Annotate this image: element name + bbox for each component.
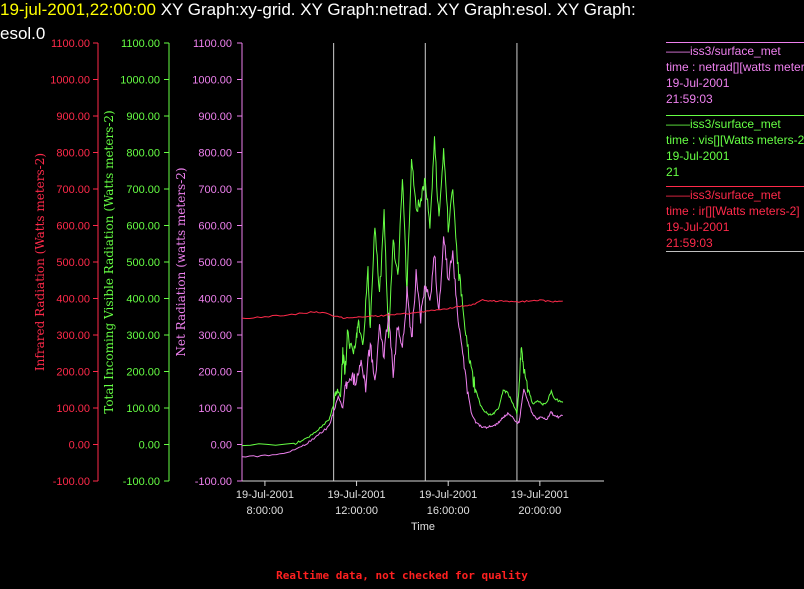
y-axis-2-tick-label-2: 100.00: [198, 403, 232, 415]
y-axis-2-tick-label-4: 300.00: [198, 330, 232, 342]
y-axis-1-tick-label-9: 800.00: [126, 148, 160, 160]
y-axis-0-tick-label-3: 200.00: [56, 367, 90, 379]
x-tick-time-label-2: 16:00:00: [427, 505, 470, 517]
legend-entry-2-line-2: time : ir[][Watts meters-2]: [666, 204, 800, 218]
x-tick-date-label-0: 19-Jul-2001: [236, 489, 294, 501]
y-axis-1-tick-label-12: 1100.00: [121, 38, 160, 50]
y-axis-2-label: Net Radiation (watts meters-2): [174, 167, 188, 356]
series-line-0: [241, 136, 564, 447]
y-axis-0-tick-label-10: 900.00: [56, 111, 90, 123]
series-line-2: [241, 299, 563, 320]
y-axis-2-tick-label-9: 800.00: [198, 148, 232, 160]
y-axis-1-tick-label-8: 700.00: [126, 184, 160, 196]
header-title: 19-jul-2001,22:00:00 XY Graph:xy-grid. X…: [0, 0, 636, 20]
y-axis-2-tick-label-0: -100.00: [195, 476, 232, 488]
y-axis-0-tick-label-0: -100.00: [53, 476, 90, 488]
y-axis-2-tick-label-7: 600.00: [198, 221, 232, 233]
x-tick-date-label-2: 19-Jul-2001: [419, 489, 477, 501]
y-axis-0-tick-label-5: 400.00: [56, 294, 90, 306]
y-axis-1-tick-label-7: 600.00: [126, 221, 160, 233]
x-tick-date-label-3: 19-Jul-2001: [511, 489, 569, 501]
y-axis-0-tick-label-7: 600.00: [56, 221, 90, 233]
y-axis-1-tick-label-6: 500.00: [126, 257, 160, 269]
y-axis-1-tick-label-4: 300.00: [126, 330, 160, 342]
x-tick-time-label-3: 20:00:00: [518, 505, 561, 517]
x-tick-time-label-1: 12:00:00: [335, 505, 378, 517]
y-axis-2-tick-label-11: 1000.00: [192, 75, 232, 87]
y-axis-0-tick-label-8: 700.00: [56, 184, 90, 196]
y-axis-1-tick-label-11: 1000.00: [120, 75, 160, 87]
legend-entry-2-line-4: 21:59:03: [666, 236, 713, 250]
y-axis-1-tick-label-1: 0.00: [139, 440, 160, 452]
x-tick-time-label-0: 8:00:00: [247, 505, 284, 517]
y-axis-0-tick-label-2: 100.00: [56, 403, 90, 415]
y-axis-1-tick-label-5: 400.00: [126, 294, 160, 306]
series-line-1: [241, 236, 563, 458]
y-axis-2-tick-label-8: 700.00: [198, 184, 232, 196]
y-axis-1-tick-label-2: 100.00: [126, 403, 160, 415]
y-axis-1-tick-label-10: 900.00: [126, 111, 160, 123]
y-axis-2-tick-label-1: 0.00: [211, 440, 232, 452]
header-graph-titles: XY Graph:xy-grid. XY Graph:netrad. XY Gr…: [160, 0, 636, 19]
y-axis-1-tick-label-3: 200.00: [126, 367, 160, 379]
y-axis-0-label: Infrared Radiation (Watts meters-2): [33, 153, 47, 371]
legend-entry-1-line-2: time : vis[][Watts meters-2]: [666, 133, 804, 147]
y-axis-1-tick-label-0: -100.00: [123, 476, 160, 488]
y-axis-2-tick-label-3: 200.00: [198, 367, 232, 379]
x-tick-date-label-1: 19-Jul-2001: [328, 489, 386, 501]
legend-entry-1-line-1: ——iss3/surface_met: [666, 117, 781, 131]
footer-note: Realtime data, not checked for quality: [276, 569, 528, 582]
legend-entry-0-line-4: 21:59:03: [666, 92, 713, 106]
header-timestamp: 19-jul-2001,22:00:00: [0, 0, 156, 19]
legend-entry-1-line-3: 19-Jul-2001: [666, 149, 730, 163]
x-axis-label: Time: [411, 521, 435, 533]
y-axis-2-tick-label-6: 500.00: [198, 257, 232, 269]
legend-entry-0-line-2: time : netrad[][watts meters-2]: [666, 60, 804, 74]
y-axis-2-tick-label-10: 900.00: [198, 111, 232, 123]
y-axis-0-tick-label-12: 1100.00: [51, 38, 90, 50]
legend-entry-2-line-3: 19-Jul-2001: [666, 220, 730, 234]
header-graph-titles-line2: esol.0: [0, 24, 46, 43]
y-axis-0-tick-label-11: 1000.00: [50, 75, 90, 87]
legend-entry-0-line-3: 19-Jul-2001: [666, 76, 730, 90]
y-axis-0-tick-label-4: 300.00: [56, 330, 90, 342]
y-axis-0-tick-label-6: 500.00: [56, 257, 90, 269]
y-axis-0-tick-label-9: 800.00: [56, 148, 90, 160]
legend-entry-0-line-1: ——iss3/surface_met: [666, 44, 781, 58]
legend-entry-1-line-4: 21: [666, 165, 680, 179]
y-axis-0-tick-label-1: 0.00: [69, 440, 90, 452]
y-axis-2-tick-label-5: 400.00: [198, 294, 232, 306]
y-axis-1-label: Total Incoming Visible Radiation (Watts …: [102, 110, 116, 414]
legend-entry-2-line-1: ——iss3/surface_met: [666, 188, 781, 202]
y-axis-2-tick-label-12: 1100.00: [193, 38, 232, 50]
